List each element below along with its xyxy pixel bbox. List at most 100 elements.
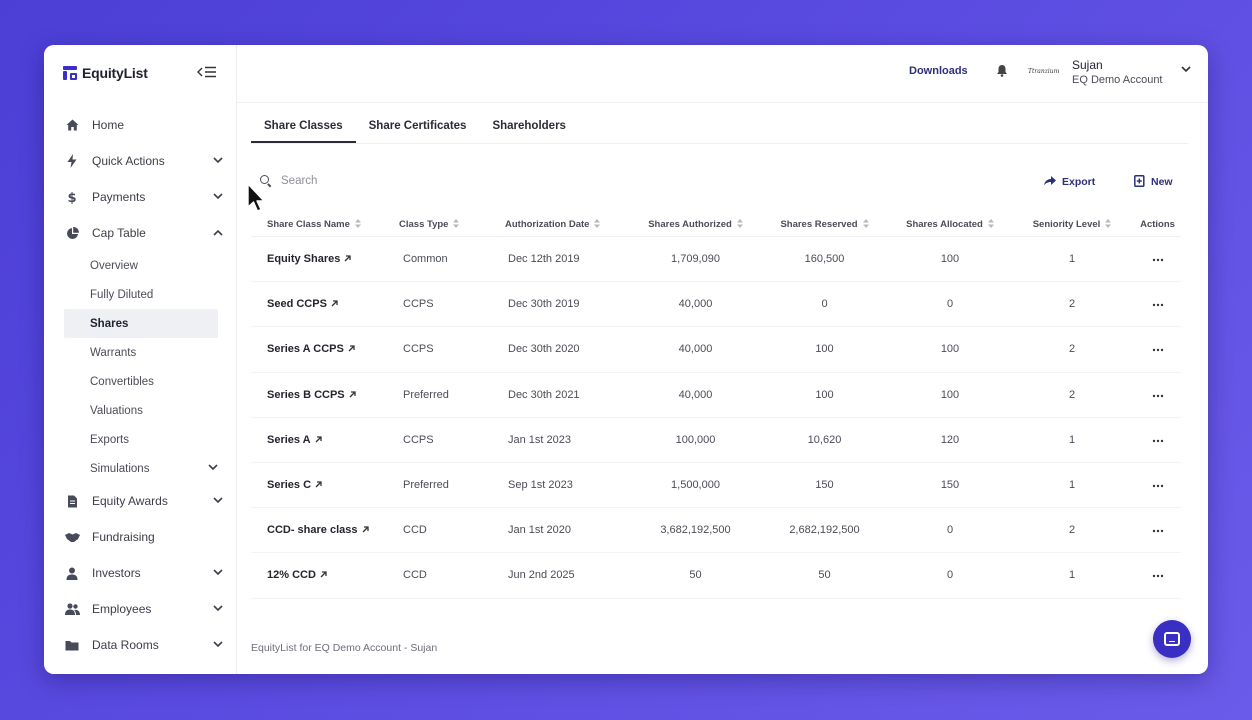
sort-icon[interactable] <box>736 219 743 230</box>
cell-value: Series A CCPS <box>267 343 344 356</box>
sidebar-item-fundraising[interactable]: Fundraising <box>64 519 224 555</box>
sidebar-item-cap-table[interactable]: Cap Table <box>64 215 224 251</box>
downloads-link[interactable]: Downloads <box>909 65 968 77</box>
sidebar-item-data-rooms[interactable]: Data Rooms <box>64 627 224 663</box>
sidebar-item-label: Home <box>92 118 125 132</box>
tab-share-certificates[interactable]: Share Certificates <box>368 120 467 132</box>
sort-icon[interactable] <box>1105 219 1112 230</box>
export-button[interactable]: Export <box>1044 171 1095 193</box>
chevron-down-icon[interactable] <box>1181 65 1191 76</box>
sidebar-subitem-overview[interactable]: Overview <box>64 251 224 280</box>
cell-value: Series B CCPS <box>267 388 345 401</box>
sidebar-subitem-exports[interactable]: Exports <box>64 425 224 454</box>
new-document-icon <box>1134 174 1145 190</box>
cell-seniority: 2 <box>1010 524 1134 536</box>
column-header-shares-reserved[interactable]: Shares Reserved <box>759 219 890 230</box>
tab-shareholders[interactable]: Shareholders <box>492 120 566 132</box>
row-actions-menu[interactable] <box>1134 389 1181 401</box>
chevron-down-icon[interactable] <box>212 156 224 167</box>
sort-icon[interactable] <box>594 219 601 230</box>
cell-value: Dec 30th 2021 <box>508 388 580 401</box>
cell-type: Common <box>399 253 497 265</box>
row-actions-menu[interactable] <box>1134 434 1181 446</box>
sidebar-item-employees[interactable]: Employees <box>64 591 224 627</box>
sidebar-subitem-warrants[interactable]: Warrants <box>64 338 224 367</box>
column-header-authorization-date[interactable]: Authorization Date <box>497 219 632 230</box>
external-link-icon[interactable] <box>362 526 369 535</box>
sidebar-item-equity-awards[interactable]: Equity Awards <box>64 483 224 519</box>
column-header-label: Shares Allocated <box>906 219 983 230</box>
sort-icon[interactable] <box>354 219 361 230</box>
sidebar-subitem-shares[interactable]: Shares <box>64 309 218 338</box>
column-header-actions[interactable]: Actions <box>1134 219 1181 230</box>
external-link-icon[interactable] <box>315 436 322 445</box>
row-actions-menu[interactable] <box>1134 343 1181 355</box>
external-link-icon[interactable] <box>349 391 356 400</box>
sidebar-item-home[interactable]: Home <box>64 107 224 143</box>
sort-icon[interactable] <box>987 219 994 230</box>
tab-share-classes[interactable]: Share Classes <box>251 115 356 143</box>
column-header-seniority-level[interactable]: Seniority Level <box>1010 219 1134 230</box>
search-icon <box>259 174 273 188</box>
sort-icon[interactable] <box>453 219 460 230</box>
sort-icon[interactable] <box>862 219 869 230</box>
external-link-icon[interactable] <box>331 300 338 309</box>
table-body: Equity Shares Common Dec 12th 2019 1,709,09… <box>251 237 1181 599</box>
chevron-down-icon[interactable] <box>212 640 224 651</box>
cell-name[interactable]: Series A <box>251 434 399 446</box>
pie-chart-icon <box>64 225 80 241</box>
column-header-shares-authorized[interactable]: Shares Authorized <box>632 219 759 230</box>
collapse-sidebar-icon[interactable] <box>197 65 217 81</box>
cell-name[interactable]: Equity Shares <box>251 253 399 265</box>
row-actions-menu[interactable] <box>1134 298 1181 310</box>
user-name[interactable]: Sujan <box>1072 58 1103 72</box>
cell-name[interactable]: CCD- share class <box>251 524 399 536</box>
search-input[interactable] <box>281 175 481 187</box>
cell-name[interactable]: 12% CCD <box>251 569 399 581</box>
row-actions-menu[interactable] <box>1134 569 1181 581</box>
sidebar-item-investors[interactable]: Investors <box>64 555 224 591</box>
chevron-down-icon[interactable] <box>212 604 224 615</box>
chevron-up-icon[interactable] <box>212 228 224 239</box>
bell-icon[interactable] <box>996 64 1008 80</box>
brand-logo[interactable]: EquityList <box>63 65 148 81</box>
chevron-down-icon[interactable] <box>212 496 224 507</box>
external-link-icon[interactable] <box>315 481 322 490</box>
user-org[interactable]: EQ Demo Account <box>1072 74 1163 86</box>
home-icon <box>64 117 80 133</box>
chevron-down-icon[interactable] <box>212 192 224 203</box>
column-header-class-type[interactable]: Class Type <box>399 219 497 230</box>
sidebar-subitem-valuations[interactable]: Valuations <box>64 396 224 425</box>
column-header-label: Authorization Date <box>505 219 590 230</box>
sidebar-subitem-simulations[interactable]: Simulations <box>64 454 224 483</box>
cell-value: 0 <box>821 298 828 311</box>
cell-name[interactable]: Series C <box>251 479 399 491</box>
more-options-icon <box>1152 258 1163 262</box>
sidebar-subitem-label: Fully Diluted <box>90 288 154 301</box>
cell-value: 3,682,192,500 <box>660 524 731 537</box>
column-header-shares-allocated[interactable]: Shares Allocated <box>890 219 1010 230</box>
cell-seniority: 1 <box>1010 253 1134 265</box>
cell-name[interactable]: Series B CCPS <box>251 389 399 401</box>
row-actions-menu[interactable] <box>1134 524 1181 536</box>
row-actions-menu[interactable] <box>1134 479 1181 491</box>
cell-name[interactable]: Series A CCPS <box>251 343 399 355</box>
chevron-down-icon[interactable] <box>208 463 218 474</box>
sidebar-subitem-fully-diluted[interactable]: Fully Diluted <box>64 280 224 309</box>
new-button[interactable]: New <box>1134 171 1173 193</box>
sidebar-subitem-convertibles[interactable]: Convertibles <box>64 367 224 396</box>
cell-name[interactable]: Seed CCPS <box>251 298 399 310</box>
table-header: Share Class Name Class Type Authorization … <box>251 213 1181 237</box>
chat-button[interactable] <box>1153 620 1191 658</box>
sidebar-item-quick-actions[interactable]: Quick Actions <box>64 143 224 179</box>
row-actions-menu[interactable] <box>1134 253 1181 265</box>
cell-authorized: 50 <box>632 569 759 581</box>
external-link-icon[interactable] <box>320 571 327 580</box>
top-bar: Downloads Ttranzium Sujan EQ Demo Accoun… <box>237 45 1208 103</box>
cell-value: Series C <box>267 479 312 492</box>
external-link-icon[interactable] <box>344 255 352 264</box>
column-header-share-class-name[interactable]: Share Class Name <box>251 219 399 230</box>
chevron-down-icon[interactable] <box>212 568 224 579</box>
external-link-icon[interactable] <box>348 345 355 354</box>
sidebar-item-payments[interactable]: $ Payments <box>64 179 224 215</box>
